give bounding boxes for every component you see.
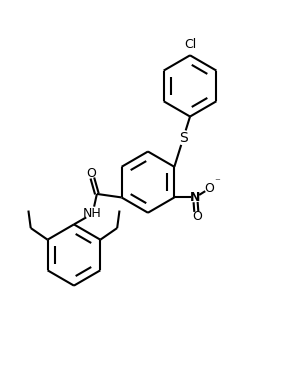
Text: O: O [204, 182, 214, 195]
Text: O: O [192, 210, 202, 223]
Text: NH: NH [83, 207, 102, 220]
Text: Cl: Cl [184, 38, 196, 51]
Text: S: S [179, 131, 188, 145]
Text: ⁻: ⁻ [214, 177, 220, 187]
Text: N: N [190, 191, 200, 204]
Text: O: O [86, 167, 96, 180]
